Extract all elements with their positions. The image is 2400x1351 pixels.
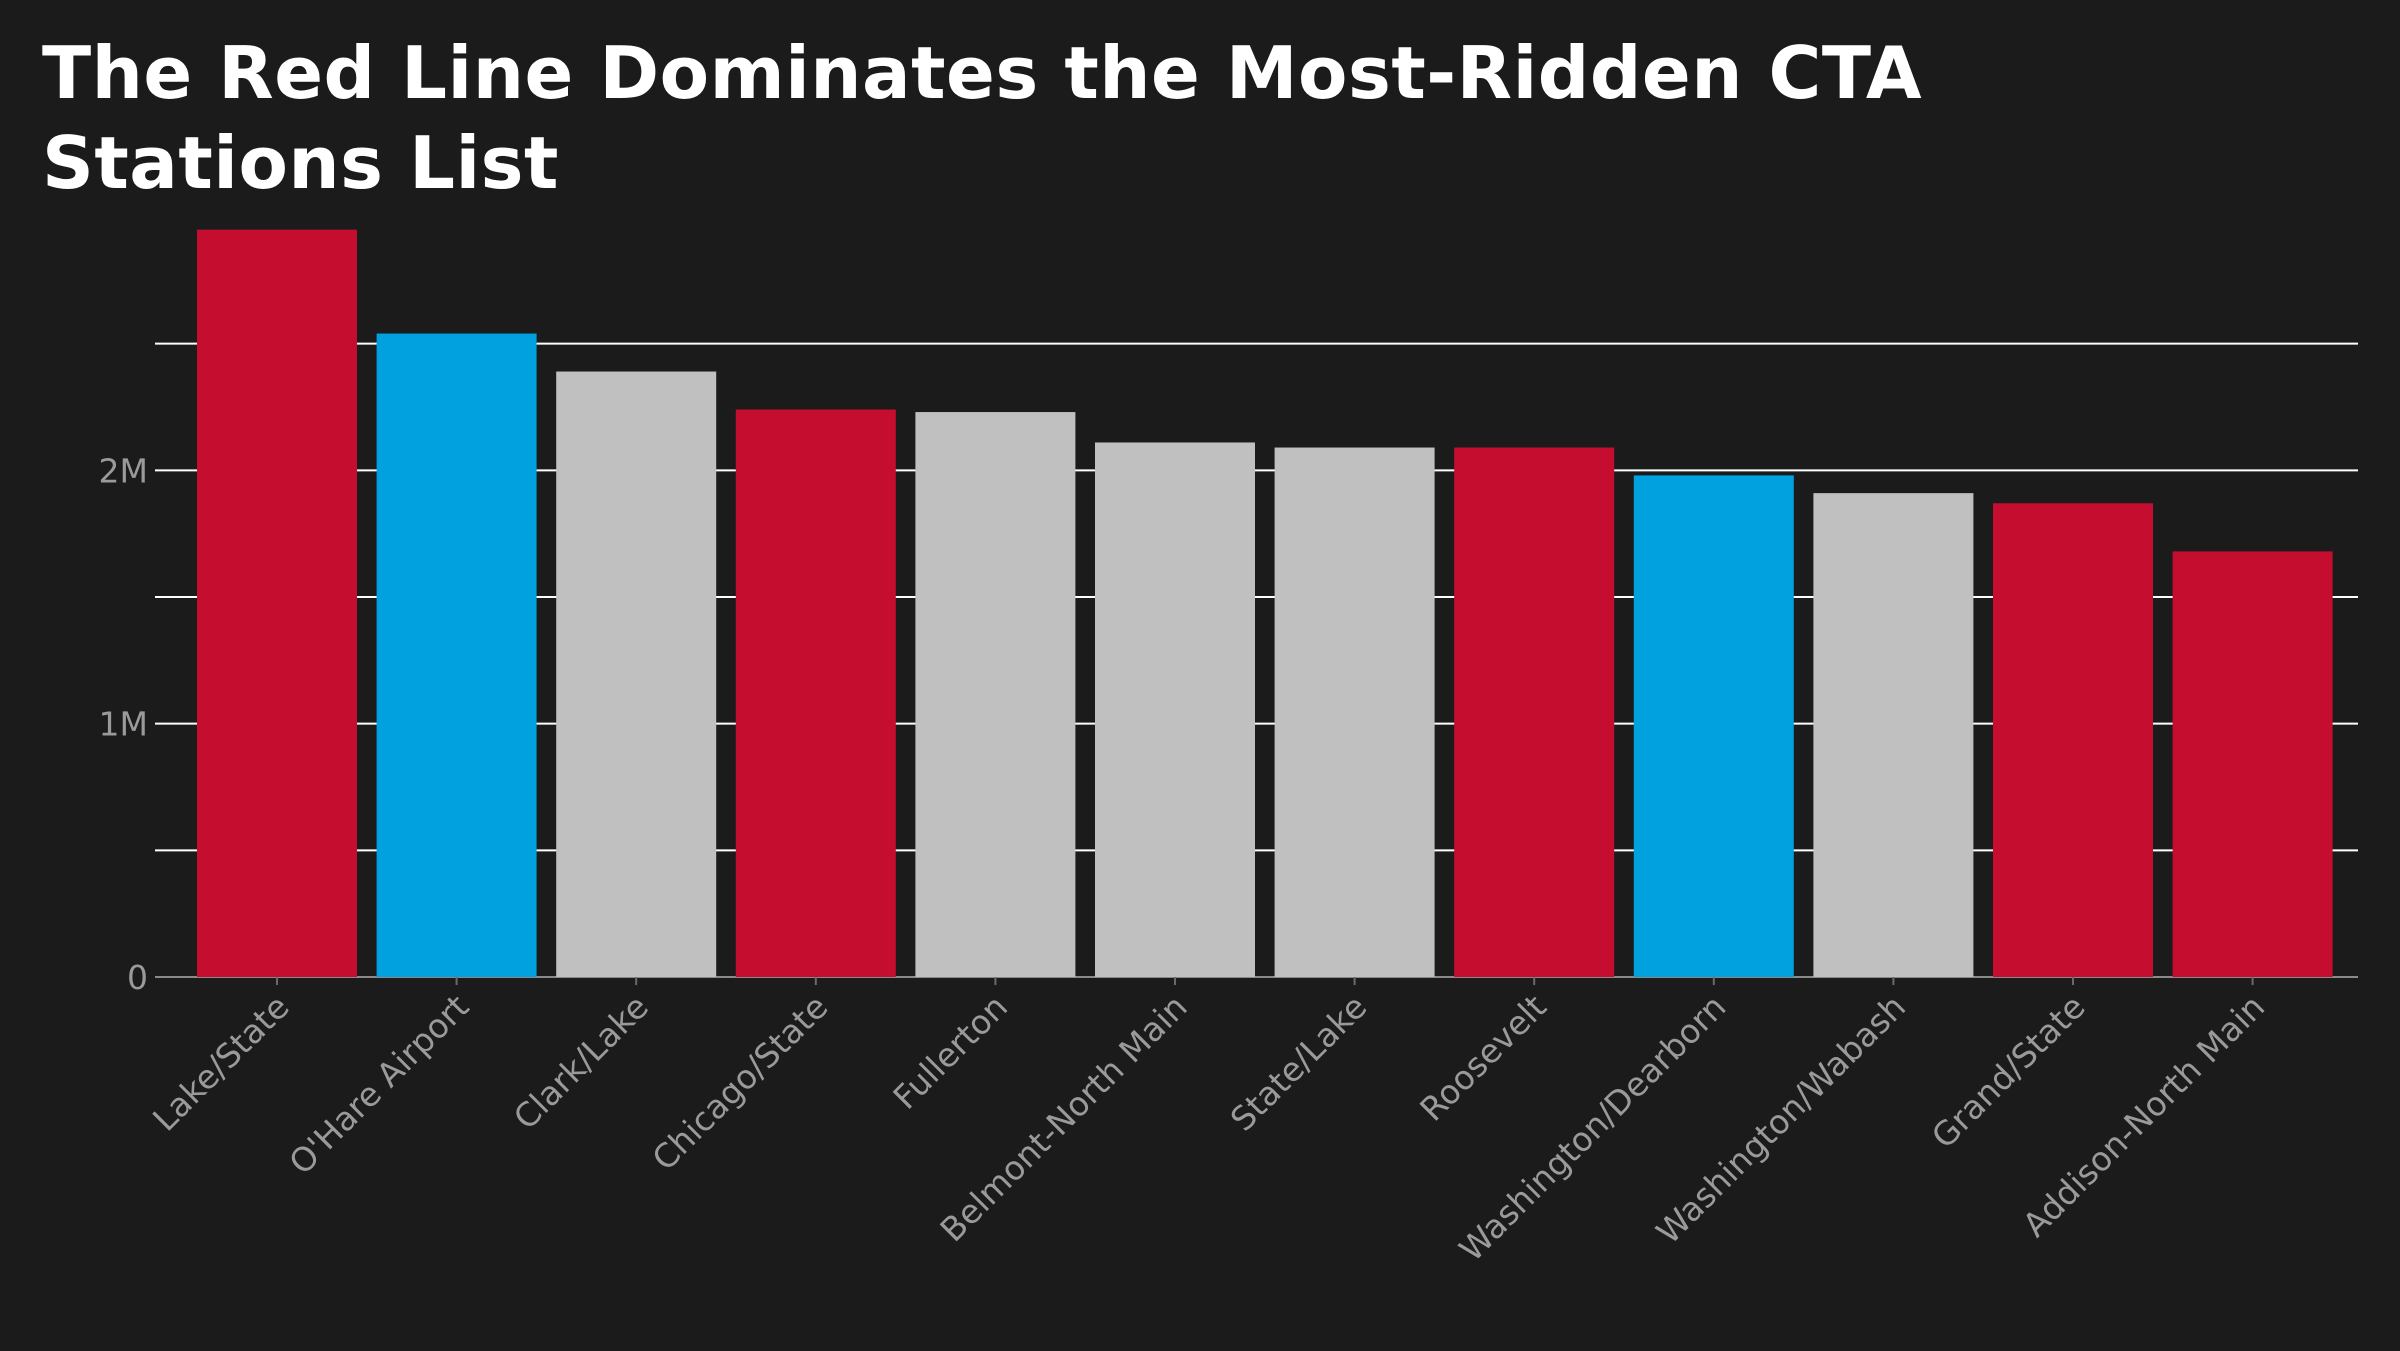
bar	[1274, 447, 1435, 977]
x-tick-label: Roosevelt	[1412, 987, 1554, 1129]
y-axis: 0 1M 2M	[99, 451, 148, 997]
bar	[1993, 503, 2153, 977]
x-tick-label: Clark/Lake	[506, 987, 656, 1137]
bar	[1454, 447, 1615, 977]
bar	[735, 409, 896, 977]
bars	[197, 229, 2333, 978]
bar	[197, 229, 357, 977]
bar	[376, 333, 537, 977]
x-tick-label: State/Lake	[1223, 987, 1375, 1139]
bar	[1813, 493, 1974, 977]
bar	[556, 371, 717, 977]
chart-title: The Red Line Dominates the Most-Ridden C…	[42, 31, 1923, 205]
bar	[2172, 551, 2333, 977]
bar	[915, 412, 1076, 978]
y-tick-label: 1M	[99, 705, 148, 744]
x-tick-label: Chicago/State	[644, 987, 835, 1178]
x-tick-label: Grand/State	[1924, 987, 2093, 1156]
x-tick-label: Lake/State	[145, 987, 297, 1139]
x-tick-label: Fullerton	[885, 987, 1015, 1117]
y-tick-label: 2M	[99, 451, 148, 490]
bar	[1095, 442, 1255, 977]
x-tick-label: O'Hare Airport	[281, 987, 476, 1182]
y-tick-label: 0	[127, 958, 148, 997]
bar	[1633, 475, 1794, 977]
